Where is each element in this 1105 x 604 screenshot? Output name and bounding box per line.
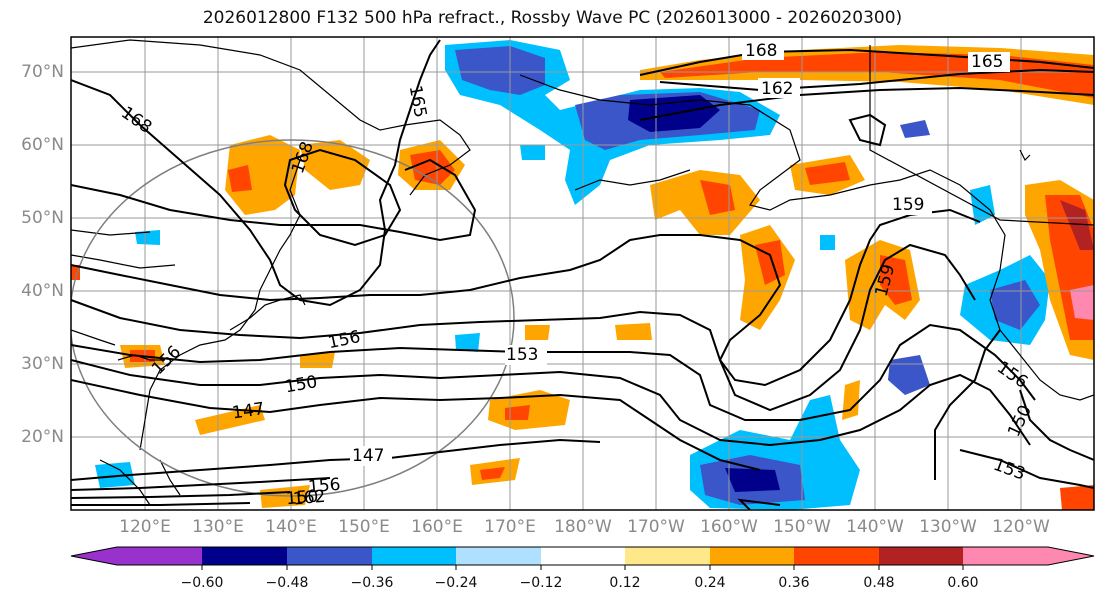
colorbar-swatch [794, 547, 879, 565]
contour-label: 150 [285, 486, 319, 509]
contour-label: 162 [761, 79, 793, 99]
colorbar-tick-label: 0.12 [609, 575, 641, 591]
lon-label-150e: 150°E [338, 517, 390, 537]
lat-label-40n: 40°N [21, 281, 64, 301]
reference-circle [71, 139, 515, 497]
map-title: 2026012800 F132 500 hPa refract., Rossby… [202, 8, 903, 28]
lat-label-70n: 70°N [21, 62, 64, 82]
contour-label: 150 [283, 372, 318, 397]
colorbar-tick-label: −0.12 [519, 575, 563, 591]
colorbar [70, 546, 1095, 570]
colorbar-tick-label: −0.48 [265, 575, 309, 591]
colorbar-swatch [879, 547, 963, 565]
colorbar-tick-label: 0.60 [947, 575, 979, 591]
lon-label-160e: 160°E [411, 517, 463, 537]
colorbar-swatch [117, 547, 202, 565]
lon-label-130w: 130°W [919, 517, 977, 537]
lon-label-120w: 120°W [992, 517, 1050, 537]
colorbar-tick-label: 0.48 [863, 575, 895, 591]
lat-label-50n: 50°N [21, 208, 64, 228]
lon-label-150w: 150°W [773, 517, 831, 537]
lon-label-180w: 180°W [554, 517, 612, 537]
colorbar-tick-label: −0.60 [180, 575, 224, 591]
contour-label: 147 [231, 399, 266, 423]
colorbar-swatch [456, 547, 541, 565]
contour-label: 147 [352, 446, 384, 466]
colorbar-swatch [287, 547, 372, 565]
colorbar-swatch [963, 547, 1048, 565]
contour-label: 168 [745, 41, 777, 61]
contour-label: 153 [506, 345, 538, 365]
contour-label: 153 [991, 455, 1028, 485]
lon-label-170w: 170°W [627, 517, 685, 537]
colorbar-swatch [541, 547, 625, 565]
colorbar-swatch [625, 547, 710, 565]
colorbar-tick-label: 0.24 [694, 575, 726, 591]
lon-label-130e: 130°E [192, 517, 244, 537]
colorbar-tick-label: −0.24 [434, 575, 478, 591]
colorbar-outline [70, 546, 1095, 566]
colorbar-swatch [710, 547, 794, 565]
lon-label-140w: 140°W [846, 517, 904, 537]
colorbar-swatch [372, 547, 456, 565]
contour-label: 156 [307, 475, 341, 498]
lon-label-170e: 170°E [484, 517, 536, 537]
contour-label: 156 [326, 327, 362, 353]
colorbar-extend-low [71, 547, 117, 565]
graticule [71, 37, 1094, 510]
lat-label-60n: 60°N [21, 135, 64, 155]
shaded-anomalies [71, 40, 1094, 510]
lon-label-160w: 160°W [700, 517, 758, 537]
contour-label: 165 [971, 52, 1003, 72]
height-contours [71, 39, 1094, 510]
map-frame [70, 36, 1095, 511]
lat-label-20n: 20°N [21, 427, 64, 447]
lon-label-140e: 140°E [265, 517, 317, 537]
contour-label: 162 [292, 487, 326, 510]
contour-label: 159 [892, 195, 924, 215]
lat-label-30n: 30°N [21, 354, 64, 374]
colorbar-extend-high [1048, 547, 1094, 565]
colorbar-tick-label: −0.36 [350, 575, 394, 591]
lon-label-120e: 120°E [119, 517, 171, 537]
colorbar-tick-label: 0.36 [778, 575, 810, 591]
colorbar-swatch [202, 547, 287, 565]
